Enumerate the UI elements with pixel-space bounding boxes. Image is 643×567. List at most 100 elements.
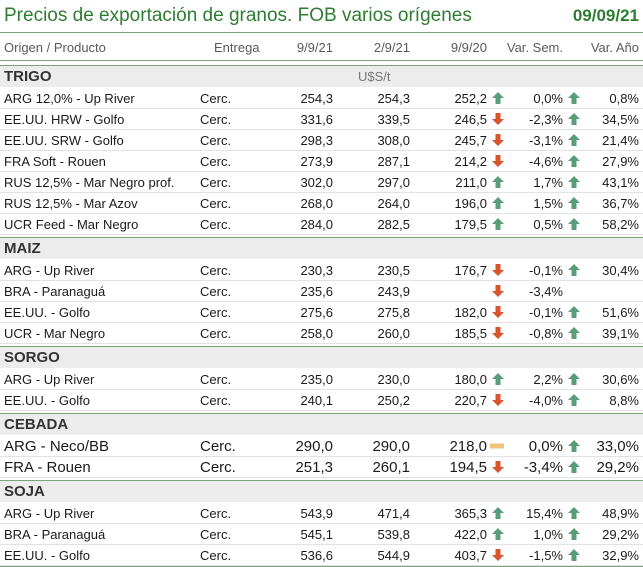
delivery-cell: Cerc. (200, 372, 232, 387)
var-week-cell: -0,1% (529, 263, 563, 278)
trend-down-icon (491, 112, 505, 126)
price-9-9-20-cell: 246,5 (454, 112, 487, 127)
price-9-9-21-cell: 536,6 (300, 548, 333, 563)
product-cell: EE.UU. - Golfo (4, 548, 90, 563)
product-cell: ARG - Up River (4, 506, 95, 521)
price-2-9-21-cell: 539,8 (377, 527, 410, 542)
product-cell: ARG - Up River (4, 263, 95, 278)
var-year-cell: 39,1% (602, 326, 639, 341)
price-9-9-20-cell: 185,5 (454, 326, 487, 341)
row-divider (0, 477, 643, 478)
var-week-cell: 15,4% (526, 506, 563, 521)
trend-up-icon (567, 548, 581, 562)
trend-up-icon (567, 154, 581, 168)
var-year-cell: 34,5% (602, 112, 639, 127)
row-divider (0, 544, 643, 545)
table-row: BRA - Paranaguá Cerc. 545,1 539,8 422,0 1,0% 2… (0, 524, 643, 545)
row-divider (0, 389, 643, 390)
trend-up-icon (491, 506, 505, 520)
price-2-9-21-cell: 471,4 (377, 506, 410, 521)
price-9-9-21-cell: 543,9 (300, 506, 333, 521)
delivery-cell: Cerc. (200, 548, 232, 563)
trend-down-icon (491, 326, 505, 340)
row-divider (0, 213, 643, 214)
table-row: EE.UU. - Golfo Cerc. 275,6 275,8 182,0 -0,1% 5… (0, 302, 643, 323)
delivery-cell: Cerc. (200, 133, 232, 148)
trend-down-icon (491, 133, 505, 147)
price-2-9-21-cell: 250,2 (377, 393, 410, 408)
section-unit: U$S/t (358, 69, 391, 84)
delivery-cell: Cerc. (200, 527, 232, 542)
product-cell: FRA Soft - Rouen (4, 154, 106, 169)
trend-up-icon (567, 527, 581, 541)
section-header: SORGO (0, 346, 643, 368)
var-week-cell: -4,6% (529, 154, 563, 169)
table-row: ARG - Up River Cerc. 230,3 230,5 176,7 -0,1% 3… (0, 260, 643, 281)
var-week-cell: -0,8% (529, 326, 563, 341)
price-9-9-20-cell: 252,2 (454, 91, 487, 106)
price-2-9-21-cell: 287,1 (377, 154, 410, 169)
price-9-9-21-cell: 275,6 (300, 305, 333, 320)
trend-down-icon (491, 393, 505, 407)
trend-up-icon (567, 326, 581, 340)
row-divider (0, 171, 643, 172)
section-header: TRIGO U$S/t (0, 65, 643, 87)
price-9-9-21-cell: 273,9 (300, 154, 333, 169)
product-cell: UCR - Mar Negro (4, 326, 106, 341)
price-9-9-20-cell: 179,5 (454, 217, 487, 232)
var-week-cell: -1,5% (529, 548, 563, 563)
var-year-cell: 43,1% (602, 175, 639, 190)
price-9-9-20-cell: 180,0 (454, 372, 487, 387)
section-header: MAIZ (0, 237, 643, 259)
trend-up-icon (567, 506, 581, 520)
price-2-9-21-cell: 230,5 (377, 263, 410, 278)
price-9-9-21-cell: 240,1 (300, 393, 333, 408)
price-2-9-21-cell: 282,5 (377, 217, 410, 232)
trend-down-icon (491, 460, 505, 474)
section-header: CEBADA (0, 413, 643, 435)
trend-up-icon (491, 91, 505, 105)
row-divider (0, 343, 643, 344)
price-9-9-20-cell: 218,0 (449, 438, 487, 455)
var-year-cell: 32,9% (602, 548, 639, 563)
trend-up-icon (567, 263, 581, 277)
col-header-d1: 9/9/21 (296, 40, 333, 55)
product-cell: RUS 12,5% - Mar Azov (4, 196, 138, 211)
delivery-cell: Cerc. (200, 284, 232, 299)
table-row: ARG - Up River Cerc. 235,0 230,0 180,0 2,2% 30… (0, 369, 643, 390)
product-cell: ARG 12,0% - Up River (4, 91, 135, 106)
table-row: UCR Feed - Mar Negro Cerc. 284,0 282,5 179,5… (0, 214, 643, 235)
product-cell: ARG - Neco/BB (4, 438, 110, 455)
price-2-9-21-cell: 290,0 (372, 438, 410, 455)
delivery-cell: Cerc. (200, 175, 232, 190)
price-9-9-21-cell: 235,6 (300, 284, 333, 299)
price-9-9-21-cell: 251,3 (295, 459, 333, 476)
trend-up-icon (567, 439, 581, 453)
section-name: SORGO (4, 349, 60, 366)
row-divider (0, 322, 643, 323)
trend-up-icon (491, 527, 505, 541)
section-header: SOJA (0, 480, 643, 502)
price-9-9-21-cell: 284,0 (300, 217, 333, 232)
var-year-cell: 33,0% (596, 438, 639, 455)
var-week-cell: 0,0% (533, 91, 563, 106)
delivery-cell: Cerc. (200, 438, 236, 455)
table-row: ARG - Neco/BB Cerc. 290,0 290,0 218,0 0,0% 33,… (0, 436, 643, 457)
table-row: RUS 12,5% - Mar Azov Cerc. 268,0 264,0 196,0… (0, 193, 643, 214)
price-9-9-20-cell: 403,7 (454, 548, 487, 563)
col-header-var-year: Var. Año (590, 40, 639, 55)
price-2-9-21-cell: 254,3 (377, 91, 410, 106)
price-9-9-20-cell: 182,0 (454, 305, 487, 320)
table-row: ARG - Up River Cerc. 543,9 471,4 365,3 15,4% 4… (0, 503, 643, 524)
delivery-cell: Cerc. (200, 305, 232, 320)
price-9-9-21-cell: 258,0 (300, 326, 333, 341)
var-year-cell: 8,8% (609, 393, 639, 408)
var-year-cell: 58,2% (602, 217, 639, 232)
delivery-cell: Cerc. (200, 154, 232, 169)
var-year-cell: 27,9% (602, 154, 639, 169)
product-cell: EE.UU. - Golfo (4, 305, 90, 320)
col-header-var-week: Var. Sem. (506, 40, 563, 55)
price-2-9-21-cell: 230,0 (377, 372, 410, 387)
var-year-cell: 29,2% (596, 459, 639, 476)
table-row: BRA - Paranaguá Cerc. 235,6 243,9 -3,4% (0, 281, 643, 302)
